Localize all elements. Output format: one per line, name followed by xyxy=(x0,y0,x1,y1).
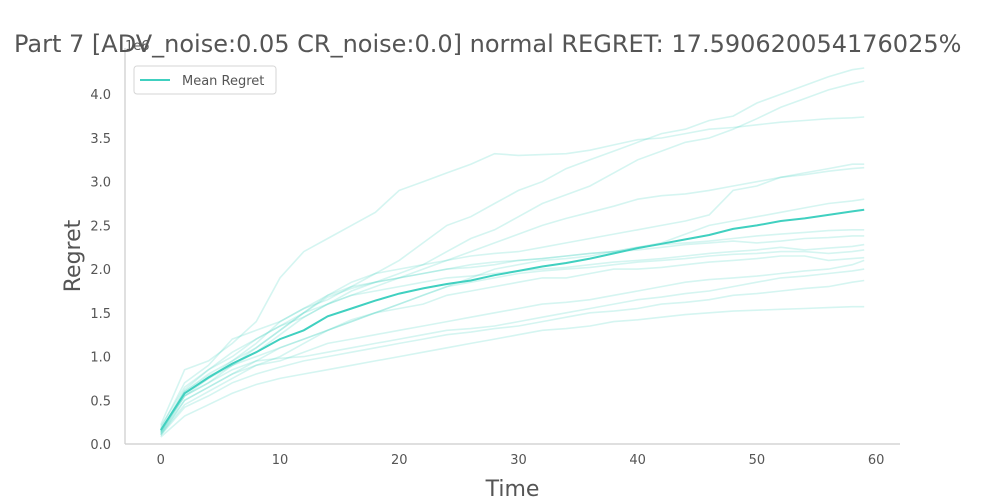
y-tick-label: 1.5 xyxy=(90,307,111,322)
legend-label-mean-regret: Mean Regret xyxy=(182,74,264,89)
y-tick-label: 0.5 xyxy=(90,394,111,409)
y-tick-label: 2.0 xyxy=(90,263,111,278)
mean-regret-series xyxy=(159,208,865,431)
mean-regret-line xyxy=(159,208,865,431)
run-line-3 xyxy=(160,80,865,432)
run-line-1 xyxy=(160,116,865,426)
run-line-11 xyxy=(160,255,865,432)
y-tick-label: 2.5 xyxy=(90,219,111,234)
x-tick-label: 30 xyxy=(510,453,527,468)
run-line-6 xyxy=(160,198,865,436)
run-line-8 xyxy=(160,235,865,431)
run-line-14 xyxy=(160,279,865,436)
y-tick-label: 3.0 xyxy=(90,176,111,191)
y-tick-label: 4.0 xyxy=(90,88,111,103)
x-tick-label: 20 xyxy=(391,453,408,468)
y-tick-label: 0.0 xyxy=(90,438,111,453)
run-line-13 xyxy=(160,268,865,433)
x-tick-label: 60 xyxy=(868,453,885,468)
legend-box xyxy=(133,65,277,95)
run-line-12 xyxy=(160,259,865,434)
x-tick-label: 40 xyxy=(629,453,646,468)
run-line-4 xyxy=(160,166,865,427)
x-tick-labels: 0 10 20 30 40 50 60 xyxy=(157,453,885,468)
individual-runs xyxy=(160,67,865,438)
x-tick-label: 0 xyxy=(157,453,165,468)
run-line-10 xyxy=(160,249,865,435)
chart-title: Part 7 [ADV_noise:0.05 CR_noise:0.0] nor… xyxy=(14,30,961,58)
legend: Mean Regret xyxy=(133,65,277,95)
y-tick-label: 3.5 xyxy=(90,132,111,147)
y-tick-labels: 0.0 0.5 1.0 1.5 2.0 2.5 3.0 3.5 4.0 xyxy=(90,88,111,453)
axes xyxy=(124,48,900,445)
x-axis-title: Time xyxy=(485,477,540,500)
run-line-5 xyxy=(160,163,865,434)
y-tick-label: 1.0 xyxy=(90,351,111,366)
run-line-2 xyxy=(160,67,865,429)
y-scale-label: 1e6 xyxy=(125,39,150,54)
run-line-7 xyxy=(160,229,865,433)
x-tick-label: 10 xyxy=(272,453,289,468)
y-axis-title: Regret xyxy=(61,219,86,292)
x-tick-label: 50 xyxy=(749,453,766,468)
run-line-15 xyxy=(160,305,865,438)
